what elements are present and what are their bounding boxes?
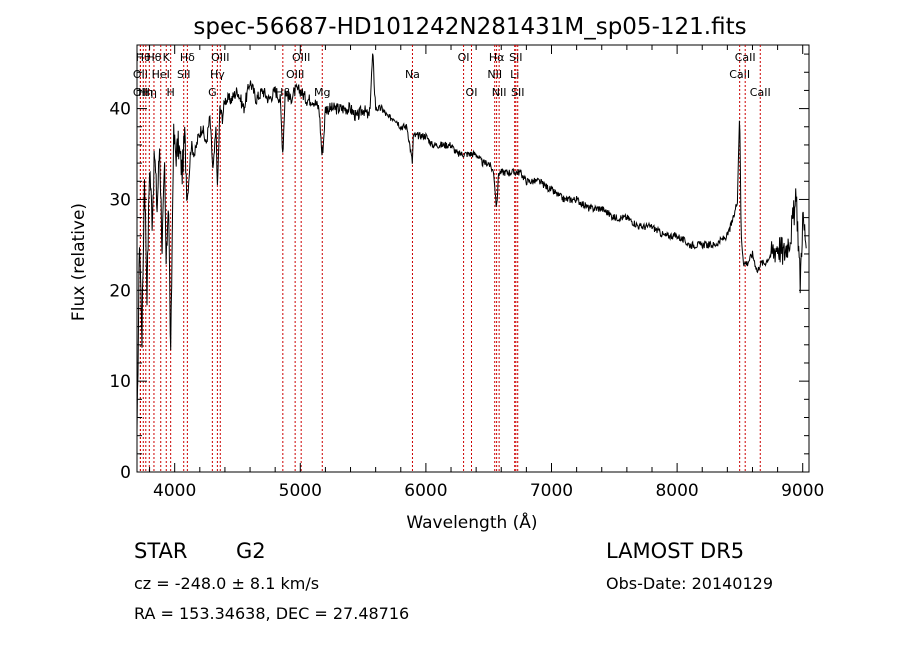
spectral-line-label: SII [511,86,524,99]
x-tick-label: 8000 [655,481,698,501]
spectral-line-label: HeI [152,68,170,81]
x-tick-label: 5000 [279,481,322,501]
spectral-line-label: OII [133,86,148,99]
redshift-value: cz = -248.0 ± 8.1 km/s [134,574,320,593]
spectral-line-label: OIII [292,51,310,64]
spectral-line-label: OI [458,51,470,64]
plot-frame [136,44,810,473]
spectral-line-label: OI [466,86,478,99]
x-tick-label: 4000 [153,481,196,501]
x-axis-label: Wavelength (Å) [406,511,537,533]
spectral-line-label: SII [509,51,522,64]
y-tick-label: 0 [120,463,131,483]
object-class: STAR [134,539,188,563]
spectral-line-label: CaII [735,51,756,64]
observation-date: Obs-Date: 20140129 [606,574,774,593]
x-tick-label: 7000 [530,481,573,501]
spectral-line-label: Hθ [146,51,161,64]
spectral-line-label: Hγ [210,68,225,81]
survey-name: LAMOST DR5 [606,539,745,563]
y-tick-label: 30 [109,190,131,210]
spectral-line-label: Mg [314,86,330,99]
y-tick-label: 20 [109,281,131,301]
spectral-line-label: Hδ [180,51,195,64]
spectral-line-label: Hη [142,86,157,99]
spectral-line-label: NII [492,86,507,99]
spectral-line-label: NII [487,68,502,81]
spectral-line-label: Hα [489,51,505,64]
chart-title: spec-56687-HD101242N281431M_sp05-121.fit… [193,14,746,40]
y-axis-label: Flux (relative) [69,203,89,321]
spectral-line-label: Li [510,68,519,81]
spectral-line-label: OIII [286,68,304,81]
y-tick-label: 40 [109,100,131,120]
spectral-line-label: G [208,86,217,99]
x-tick-label: 6000 [404,481,447,501]
coordinates: RA = 153.34638, DEC = 27.48716 [134,604,410,623]
spectral-line-label: H [167,86,175,99]
spectral-line-label: OIII [211,51,229,64]
spectral-line-label: SII [177,68,190,81]
y-tick-label: 10 [109,372,131,392]
spectral-line-label: CaII [729,68,750,81]
spectral-line-label: Na [405,68,420,81]
object-subclass: G2 [236,539,266,563]
spectrum-line [136,53,807,433]
spectral-line-label: CaII [750,86,771,99]
spectral-line-label: K [163,51,171,64]
x-tick-label: 9000 [781,481,824,501]
